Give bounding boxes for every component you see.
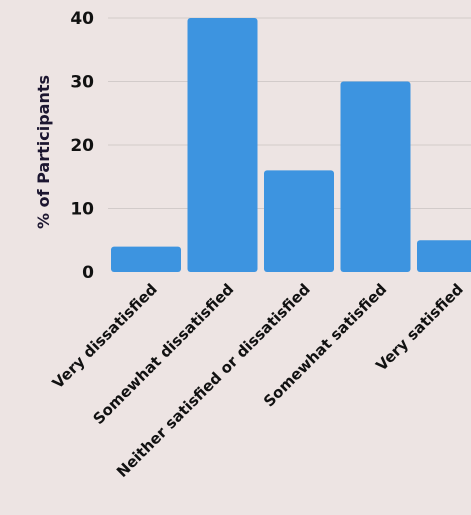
y-tick-label: 10 [70, 200, 94, 220]
y-tick-label: 0 [82, 263, 94, 283]
bars [111, 18, 471, 272]
y-tick-label: 20 [70, 136, 94, 156]
bar [187, 18, 258, 272]
bar [340, 81, 411, 272]
bar [111, 246, 181, 272]
y-tick-label: 40 [70, 9, 94, 29]
y-tick-label: 30 [70, 73, 94, 93]
bar [264, 170, 334, 272]
y-axis-label: % of Participants [34, 75, 53, 229]
bar [417, 240, 471, 272]
y-axis-ticks: 0 10 20 30 40 [70, 9, 94, 283]
x-category-label: Somewhat satisfied [260, 280, 390, 410]
x-category-label: Somewhat dissatisfied [89, 280, 237, 428]
